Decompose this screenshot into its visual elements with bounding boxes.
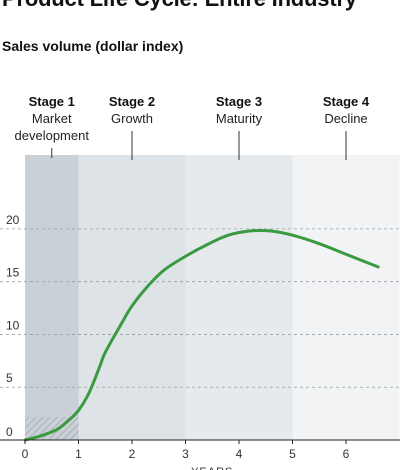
- x-tick-1: 1: [75, 447, 82, 461]
- y-axis-label: Sales volume (dollar index): [2, 38, 184, 54]
- stage-band-3: [185, 155, 293, 440]
- x-tick-3: 3: [182, 447, 189, 461]
- sales-curve: [23, 228, 380, 442]
- stage-band-1: [25, 155, 79, 440]
- stage-name-1: Stage 1: [29, 94, 75, 109]
- x-axis-label: YEARS: [191, 466, 233, 470]
- stage-name-2: Stage 2: [109, 94, 155, 109]
- stage-band-2: [78, 155, 186, 440]
- x-tick-2: 2: [129, 447, 136, 461]
- stage-desc-1-2: development: [15, 128, 90, 143]
- y-tick-5: 5: [6, 371, 13, 385]
- stage-desc-2-1: Growth: [111, 111, 153, 126]
- y-tick-0: 0: [6, 425, 13, 439]
- y-tick-20: 20: [6, 213, 20, 227]
- stage-desc-3-1: Maturity: [216, 111, 263, 126]
- x-tick-0: 0: [22, 447, 29, 461]
- chart-title: Product Life Cycle: Entire Industry: [2, 0, 357, 12]
- x-tick-6: 6: [343, 447, 350, 461]
- stage-band-4: [292, 155, 400, 440]
- stage-name-3: Stage 3: [216, 94, 262, 109]
- y-tick-15: 15: [6, 266, 20, 280]
- stage-name-4: Stage 4: [323, 94, 370, 109]
- y-tick-10: 10: [6, 318, 20, 332]
- stage-desc-4-1: Decline: [324, 111, 367, 126]
- x-tick-4: 4: [236, 447, 243, 461]
- stage-desc-1-1: Market: [32, 111, 72, 126]
- x-tick-5: 5: [289, 447, 296, 461]
